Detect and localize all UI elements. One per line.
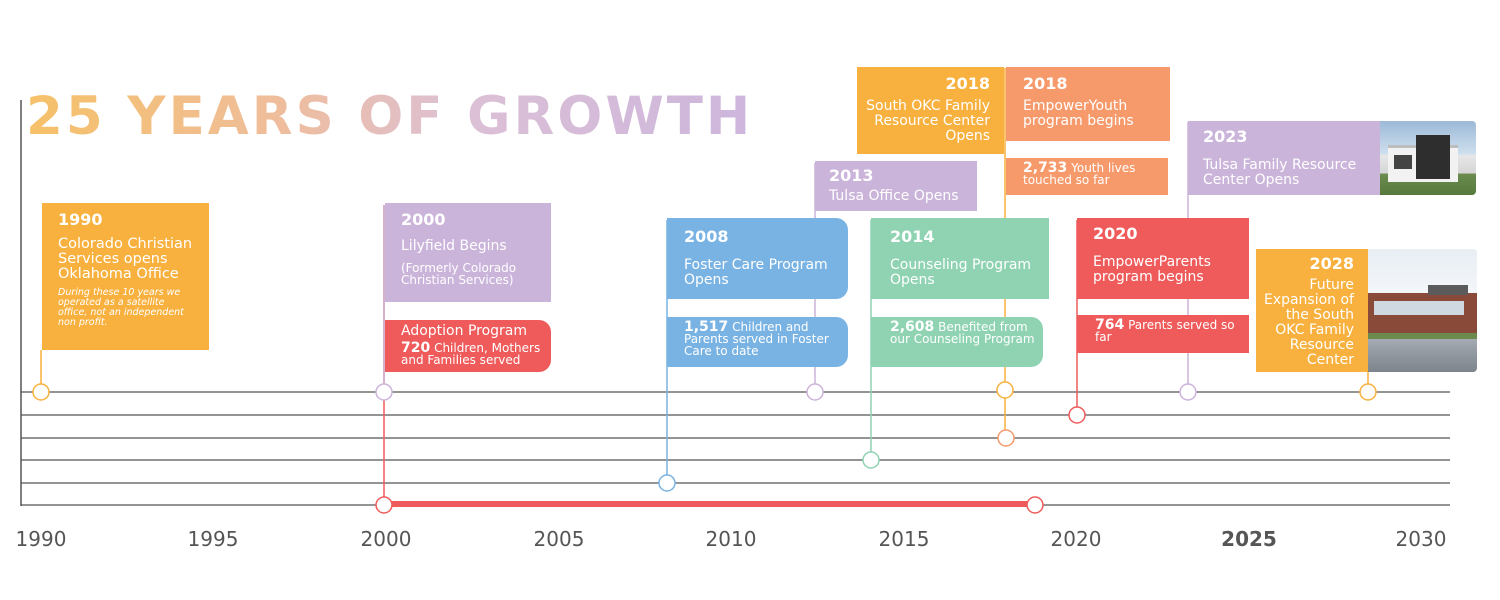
event-year: 2000 (401, 210, 446, 229)
adoption-card: Adoption Program 720 Children, Mothers a… (385, 320, 551, 372)
event-year: 2008 (684, 227, 729, 246)
event-2020-card: 2020 EmpowerParents program begins (1077, 218, 1249, 299)
event-year: 2018 (1023, 74, 1068, 93)
event-stat: 1,517 (684, 319, 729, 335)
event-year: 2013 (829, 166, 874, 185)
event-2014-stat-card: 2,608 Benefited from our Counseling Prog… (871, 317, 1043, 367)
event-2018-youth-card: 2018 EmpowerYouth program begins (1006, 67, 1170, 141)
marker-empowerparents (1068, 406, 1086, 424)
marker-1990 (32, 383, 50, 401)
marker-2028 (1359, 383, 1377, 401)
event-title: Colorado Christian Services opens Oklaho… (58, 236, 193, 282)
event-2000-card: 2000 Lilyfield Begins (Formerly Colorado… (385, 203, 551, 302)
event-title: EmpowerParents program begins (1093, 254, 1211, 285)
marker-2018 (996, 381, 1014, 399)
event-title: Adoption Program (401, 323, 528, 339)
event-year: 2028 (1309, 254, 1354, 273)
event-2008-stat-card: 1,517 Children and Parents served in Fos… (667, 317, 848, 367)
event-year: 2023 (1203, 127, 1248, 146)
event-2028-card: 2028 Future Expansion of the South OKC F… (1256, 249, 1368, 372)
event-title: South OKC Family Resource Center Opens (866, 98, 990, 144)
event-title: EmpowerYouth program begins (1023, 98, 1134, 129)
tick-2005: 2005 (534, 527, 585, 551)
tick-2000: 2000 (361, 527, 412, 551)
event-stat-text: Parents served so far (1095, 318, 1235, 344)
event-stat-text: Children and Parents served in Foster Ca… (684, 320, 829, 358)
marker-counseling (862, 451, 880, 469)
event-2023-card: 2023 Tulsa Family Resource Center Opens (1188, 121, 1380, 195)
event-1990-card: 1990 Colorado Christian Services opens O… (42, 203, 209, 350)
tick-2030: 2030 (1396, 527, 1447, 551)
marker-fostercare (658, 474, 676, 492)
marker-2000 (375, 383, 393, 401)
event-subtitle: (Formerly Colorado Christian Services) (401, 261, 517, 287)
tick-1995: 1995 (188, 527, 239, 551)
event-stat-text: Benefited from our Counseling Program (890, 320, 1035, 346)
event-stat: 2,733 (1023, 160, 1068, 176)
event-stat: 2,608 (890, 319, 935, 335)
event-stat-text: Youth lives touched so far (1023, 161, 1136, 187)
tulsa-building-photo (1380, 121, 1476, 195)
event-title: Tulsa Office Opens (829, 188, 959, 204)
event-year: 2020 (1093, 224, 1138, 243)
tick-2020: 2020 (1051, 527, 1102, 551)
marker-adoption-start (375, 496, 393, 514)
tick-2010: 2010 (706, 527, 757, 551)
event-2018-youth-stat-card: 2,733 Youth lives touched so far (1006, 158, 1168, 195)
event-title: Counseling Program Opens (890, 257, 1032, 288)
event-2008-card: 2008 Foster Care Program Opens (667, 218, 848, 299)
okc-expansion-rendering (1368, 249, 1477, 372)
tick-2015: 2015 (879, 527, 930, 551)
event-stat: 720 (401, 340, 431, 356)
event-2013-card: 2013 Tulsa Office Opens (815, 161, 977, 211)
tick-1990: 1990 (16, 527, 67, 551)
event-title: Lilyfield Begins (401, 238, 507, 254)
event-note: During these 10 years we operated as a s… (58, 287, 184, 328)
event-title: Future Expansion of the South OKC Family… (1263, 277, 1354, 368)
marker-adoption-end (1026, 496, 1044, 514)
page-title: 25 YEARS OF GROWTH (26, 86, 754, 147)
marker-empoweryouth (997, 429, 1015, 447)
event-2014-card: 2014 Counseling Program Opens (871, 218, 1049, 299)
event-year: 2014 (890, 227, 935, 246)
event-title: Foster Care Program Opens (684, 257, 828, 288)
marker-2023 (1179, 383, 1197, 401)
event-year: 2018 (945, 74, 990, 93)
event-title: Tulsa Family Resource Center Opens (1203, 157, 1357, 188)
event-stat: 764 (1095, 317, 1125, 333)
event-2018-okc-card: 2018 South OKC Family Resource Center Op… (857, 67, 1004, 154)
event-year: 1990 (58, 210, 103, 229)
event-2020-stat-card: 764 Parents served so far (1077, 315, 1249, 353)
event-stat-text: Children, Mothers and Families served (401, 341, 541, 367)
tick-2025: 2025 (1221, 527, 1277, 551)
marker-2013 (806, 383, 824, 401)
